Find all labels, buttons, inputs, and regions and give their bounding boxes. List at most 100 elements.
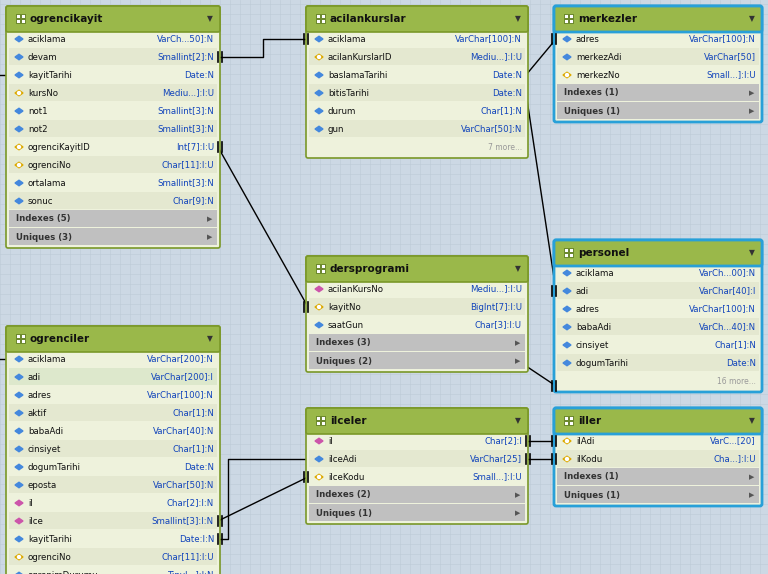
Text: iller: iller (578, 416, 601, 426)
Text: il: il (328, 436, 333, 445)
Bar (9, 120, 217, 137)
Bar (569, 421, 573, 425)
Polygon shape (15, 572, 23, 574)
Text: Uniques (3): Uniques (3) (16, 232, 72, 242)
Polygon shape (315, 456, 323, 461)
Text: VarChar[40]:N: VarChar[40]:N (153, 426, 214, 436)
Polygon shape (15, 108, 23, 114)
Polygon shape (315, 322, 323, 328)
Text: VarChar[25]: VarChar[25] (470, 455, 522, 463)
Polygon shape (563, 270, 571, 276)
Polygon shape (563, 307, 571, 312)
Bar (309, 298, 525, 315)
Text: BigInt[7]:I:U: BigInt[7]:I:U (470, 302, 522, 312)
Text: devam: devam (28, 52, 58, 61)
Text: ilceler: ilceler (330, 416, 366, 426)
Bar (9, 476, 217, 493)
FancyBboxPatch shape (554, 408, 762, 506)
Text: kayitTarihi: kayitTarihi (28, 71, 72, 80)
Text: ogrenimDurumu: ogrenimDurumu (28, 571, 98, 574)
Text: not1: not1 (28, 107, 48, 115)
Polygon shape (15, 180, 23, 186)
Bar (9, 548, 217, 565)
Text: dogumTarihi: dogumTarihi (576, 359, 629, 367)
Text: Char[11]:I:U: Char[11]:I:U (161, 553, 214, 561)
Text: eposta: eposta (28, 480, 58, 490)
Text: ▶: ▶ (515, 340, 521, 346)
Bar (309, 48, 525, 65)
Text: VarChar[100]:N: VarChar[100]:N (689, 34, 756, 44)
Text: ilKodu: ilKodu (576, 455, 602, 463)
Bar (9, 192, 217, 209)
Text: Mediu...]:I:U: Mediu...]:I:U (470, 285, 522, 293)
Bar (564, 253, 568, 257)
Text: VarChar[200]:I: VarChar[200]:I (151, 373, 214, 382)
Text: ▼: ▼ (749, 417, 755, 425)
Bar (316, 269, 320, 273)
Text: personel: personel (578, 248, 629, 258)
Polygon shape (315, 72, 323, 77)
Polygon shape (563, 72, 571, 77)
Text: ▶: ▶ (515, 358, 521, 364)
Text: ▶: ▶ (750, 474, 755, 480)
Polygon shape (15, 392, 23, 398)
Bar (316, 14, 320, 18)
Bar (9, 48, 217, 65)
Polygon shape (315, 286, 323, 292)
Text: il: il (28, 498, 33, 507)
Polygon shape (15, 464, 23, 470)
Text: ▼: ▼ (207, 14, 213, 24)
Text: dogumTarihi: dogumTarihi (28, 463, 81, 471)
Circle shape (18, 145, 21, 149)
Bar (321, 19, 325, 23)
Polygon shape (15, 356, 23, 362)
FancyBboxPatch shape (6, 6, 220, 248)
Text: Date:N: Date:N (492, 71, 522, 80)
Text: Uniques (1): Uniques (1) (316, 509, 372, 518)
Circle shape (18, 164, 21, 166)
Text: babaAdi: babaAdi (28, 426, 63, 436)
Circle shape (317, 475, 320, 479)
Polygon shape (315, 90, 323, 96)
Polygon shape (15, 554, 23, 560)
Bar (564, 14, 568, 18)
Text: VarChar[100]:N: VarChar[100]:N (689, 304, 756, 313)
Circle shape (317, 56, 320, 59)
Polygon shape (563, 456, 571, 461)
Text: ogrenciKayitID: ogrenciKayitID (28, 142, 91, 152)
Bar (316, 264, 320, 268)
Text: adi: adi (576, 286, 589, 296)
FancyBboxPatch shape (554, 240, 762, 266)
Text: VarCh...50]:N: VarCh...50]:N (157, 34, 214, 44)
Bar (564, 416, 568, 420)
Text: adres: adres (576, 34, 600, 44)
Bar (309, 334, 525, 351)
Text: Cha...]:I:U: Cha...]:I:U (713, 455, 756, 463)
Polygon shape (15, 536, 23, 542)
Text: ▼: ▼ (749, 249, 755, 258)
Text: sonuc: sonuc (28, 196, 54, 205)
Bar (309, 486, 525, 503)
Text: Date:I:N: Date:I:N (179, 534, 214, 544)
Text: Char[1]:N: Char[1]:N (714, 340, 756, 350)
Text: Small...]:I:U: Small...]:I:U (707, 71, 756, 80)
Polygon shape (15, 518, 23, 523)
Bar (21, 339, 25, 343)
Text: VarChar[40]:I: VarChar[40]:I (699, 286, 756, 296)
Text: ▼: ▼ (749, 14, 755, 24)
Text: ortalama: ortalama (28, 179, 67, 188)
Text: Char[3]:I:U: Char[3]:I:U (475, 320, 522, 329)
Text: kursNo: kursNo (28, 88, 58, 98)
Text: babaAdi: babaAdi (576, 323, 611, 332)
Text: ogrenciNo: ogrenciNo (28, 161, 71, 169)
Polygon shape (563, 36, 571, 42)
Polygon shape (15, 55, 23, 60)
Bar (21, 14, 25, 18)
FancyBboxPatch shape (554, 408, 762, 434)
Polygon shape (315, 36, 323, 42)
Text: VarChar[50]:N: VarChar[50]:N (153, 480, 214, 490)
Polygon shape (315, 108, 323, 114)
Text: Char[1]:N: Char[1]:N (172, 444, 214, 453)
Text: ilceKodu: ilceKodu (328, 472, 364, 482)
Bar (9, 228, 217, 245)
